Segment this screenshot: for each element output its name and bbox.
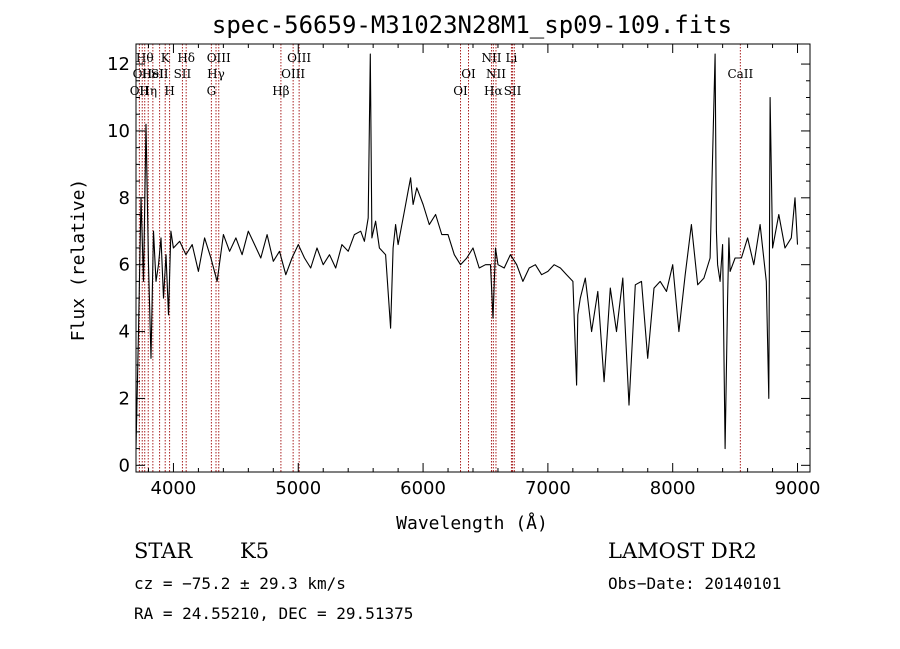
line-label: K xyxy=(161,51,171,65)
line-label: OI xyxy=(453,84,468,98)
line-label: Li xyxy=(506,51,518,65)
emission-line-markers xyxy=(138,44,741,472)
x-tick-label: 9000 xyxy=(775,478,821,499)
x-tick-label: 6000 xyxy=(400,478,446,499)
object-class: STAR xyxy=(134,539,193,563)
line-label: OII xyxy=(133,67,153,81)
plot-frame xyxy=(135,43,811,473)
line-label: Hδ xyxy=(177,51,195,65)
y-tick-label: 10 xyxy=(107,121,130,142)
line-label: OIII xyxy=(207,51,231,65)
x-tick-label: 7000 xyxy=(525,478,571,499)
y-tick-label: 8 xyxy=(119,188,130,209)
line-label: OII xyxy=(130,84,150,98)
line-label: OIII xyxy=(281,67,305,81)
x-tick-label: 5000 xyxy=(275,478,321,499)
spectrum-line xyxy=(135,53,799,450)
line-label: Hγ xyxy=(207,67,225,81)
line-label: OI xyxy=(461,67,476,81)
line-label: H xyxy=(164,84,174,98)
survey-name: LAMOST DR2 xyxy=(608,539,757,563)
line-label: Hβ xyxy=(272,84,289,98)
y-axis-label: Flux (relative) xyxy=(68,179,89,342)
object-subclass: K5 xyxy=(240,539,269,563)
coordinates-readout: RA = 24.55210, DEC = 29.51375 xyxy=(134,604,413,623)
line-label: G xyxy=(207,84,217,98)
line-label: HeI xyxy=(142,67,165,81)
line-label: Hη xyxy=(139,84,157,98)
line-label: CaII xyxy=(727,67,753,81)
line-label: NII xyxy=(481,51,501,65)
spectrum-series xyxy=(135,53,799,450)
line-label: OIII xyxy=(287,51,311,65)
line-label: NII xyxy=(486,67,506,81)
x-tick-label: 4000 xyxy=(151,478,197,499)
line-label: Hα xyxy=(484,84,503,98)
y-tick-label: 4 xyxy=(119,322,130,343)
x-axis-label: Wavelength (Å) xyxy=(396,512,548,534)
y-tick-label: 2 xyxy=(119,388,130,409)
line-label: SII xyxy=(151,67,169,81)
observation-date: Obs−Date: 20140101 xyxy=(608,574,781,593)
y-tick-label: 0 xyxy=(119,455,130,476)
axis-ticks: 4000 5000 6000 7000 8000 9000 0 2 4 6 8 10 12 xyxy=(107,44,820,499)
chart-title: spec-56659-M31023N28M1_sp09-109.fits xyxy=(212,11,732,39)
emission-line-labels: OIIOIIHθHηHeISIIKHHδSIIGHγOIIIHβOIIIOIII… xyxy=(130,51,754,98)
line-label: Hθ xyxy=(136,51,154,65)
line-label: SII xyxy=(174,67,192,81)
redshift-readout: cz = −75.2 ± 29.3 km/s xyxy=(134,574,346,593)
y-tick-label: 12 xyxy=(107,54,130,75)
line-label: SII xyxy=(504,84,522,98)
x-tick-label: 8000 xyxy=(650,478,696,499)
y-tick-label: 6 xyxy=(119,255,130,276)
